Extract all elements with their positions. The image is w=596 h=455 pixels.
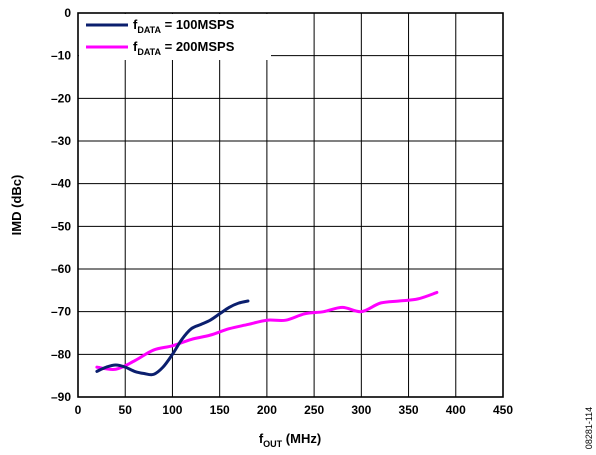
x-tick-label: 450 — [493, 403, 513, 417]
series-line-100msps — [95, 299, 250, 377]
y-tick-label: –10 — [51, 49, 71, 63]
y-tick-label: –60 — [51, 262, 71, 276]
y-tick-label: –50 — [51, 219, 71, 233]
series-line-200msps — [95, 290, 439, 371]
x-tick-label: 350 — [399, 403, 419, 417]
y-tick-label: –40 — [51, 177, 71, 191]
series-layer — [95, 290, 439, 377]
y-tick-label: 0 — [64, 6, 71, 20]
y-tick-label: –70 — [51, 305, 71, 319]
grid — [78, 13, 503, 397]
y-tick-label: –30 — [51, 134, 71, 148]
x-axis-title: fOUT (MHz) — [259, 431, 321, 449]
y-tick-label: –80 — [51, 347, 71, 361]
x-tick-label: 250 — [304, 403, 324, 417]
x-tick-label: 400 — [446, 403, 466, 417]
x-tick-label: 50 — [119, 403, 133, 417]
legend: fDATA = 100MSPS fDATA = 200MSPS — [79, 14, 271, 60]
tick-labels: 0 50 100 150 200 250 300 350 400 450 0 –10 –20 –30 –40… — [51, 6, 513, 417]
legend-background — [79, 14, 271, 60]
x-tick-label: 300 — [351, 403, 371, 417]
plot-border — [77, 12, 504, 398]
x-tick-label: 0 — [75, 403, 82, 417]
figure-id: 08281-114 — [584, 407, 594, 449]
x-tick-label: 100 — [162, 403, 182, 417]
y-tick-label: –20 — [51, 91, 71, 105]
y-tick-label: –90 — [51, 390, 71, 404]
legend-label: fDATA = 200MSPS — [133, 39, 235, 57]
y-axis-title: IMD (dBc) — [9, 175, 24, 236]
legend-label: fDATA = 100MSPS — [133, 17, 235, 35]
x-tick-label: 150 — [210, 403, 230, 417]
x-tick-label: 200 — [257, 403, 277, 417]
